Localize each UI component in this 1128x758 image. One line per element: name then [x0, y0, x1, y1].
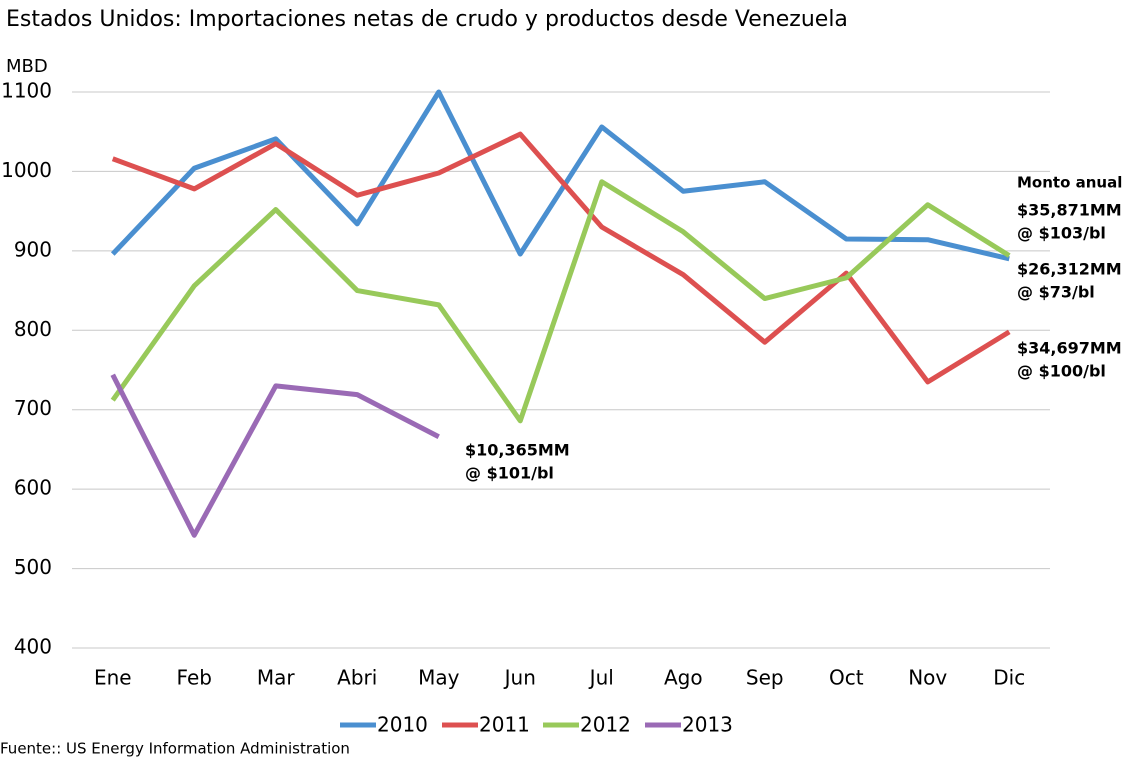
series-line — [111, 131, 1011, 385]
y-tick-label: 1100 — [1, 79, 52, 103]
x-tick-label: Jun — [503, 666, 536, 690]
x-tick-label: Ago — [664, 666, 703, 690]
x-tick-label: Dic — [993, 666, 1025, 690]
legend-label: 2010 — [377, 713, 428, 737]
legend-label: 2013 — [682, 713, 733, 737]
y-tick-label: 800 — [14, 317, 52, 341]
x-tick-label: Abri — [337, 666, 377, 690]
annotation: @ $103/bl — [1017, 224, 1106, 243]
x-tick-label: Mar — [257, 666, 296, 690]
y-tick-label: 600 — [14, 476, 52, 500]
source: Fuente:: US Energy Information Administr… — [0, 740, 350, 758]
x-tick-label: May — [418, 666, 460, 690]
y-tick-label: 1000 — [1, 158, 52, 182]
annotation: @ $73/bl — [1017, 283, 1095, 302]
annotation: $35,871MM — [1017, 201, 1122, 220]
x-tick-label: Nov — [908, 666, 947, 690]
legend-label: 2011 — [479, 713, 530, 737]
y-tick-label: 400 — [14, 635, 52, 659]
series-line — [110, 373, 440, 538]
annotation: $34,697MM — [1017, 339, 1122, 358]
y-axis-label: MBD — [6, 56, 48, 77]
y-tick-label: 900 — [14, 237, 52, 261]
x-tick-label: Ene — [94, 666, 132, 690]
x-tick-label: Feb — [177, 666, 212, 690]
y-tick-label: 500 — [14, 555, 52, 579]
annotation: Monto anual — [1017, 174, 1122, 192]
x-tick-label: Sep — [746, 666, 784, 690]
legend-label: 2012 — [580, 713, 631, 737]
series-line — [110, 179, 1011, 424]
annotation: $26,312MM — [1017, 260, 1122, 279]
annotation: @ $100/bl — [1017, 362, 1106, 381]
x-tick-label: Jul — [588, 666, 614, 690]
chart-title: Estados Unidos: Importaciones netas de c… — [6, 7, 848, 32]
annotation: $10,365MM — [465, 441, 570, 460]
series-line — [110, 89, 1010, 262]
x-tick-label: Oct — [829, 666, 864, 690]
annotation: @ $101/bl — [465, 464, 554, 483]
y-tick-label: 700 — [14, 396, 52, 420]
